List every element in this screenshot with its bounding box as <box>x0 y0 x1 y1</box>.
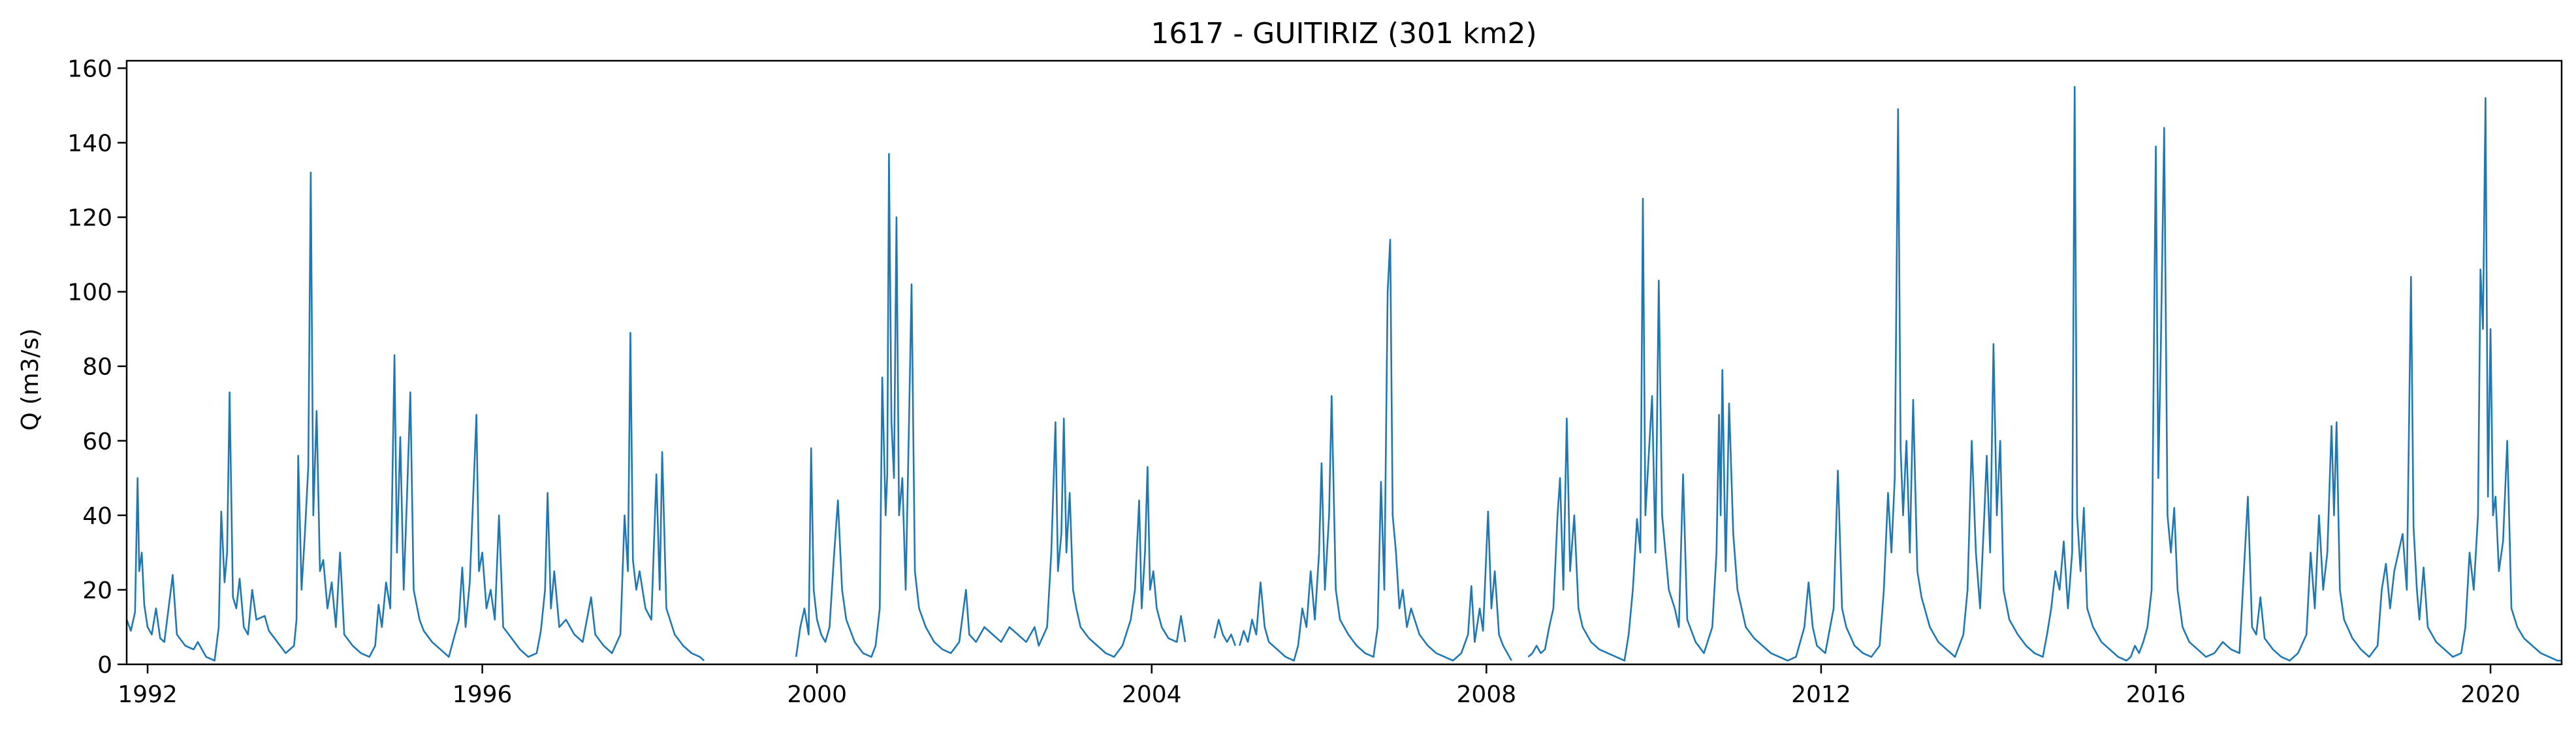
y-tick-label: 0 <box>97 652 112 679</box>
y-tick-label: 120 <box>67 205 112 232</box>
x-tick-label: 1996 <box>453 681 513 708</box>
x-axis: 1992 1996 2000 2004 2008 2012 2016 2020 <box>118 664 2520 708</box>
y-tick-label: 40 <box>82 503 112 530</box>
y-tick-label: 60 <box>82 429 112 455</box>
plot-area <box>125 86 2562 662</box>
series-line-0 <box>125 86 2562 662</box>
x-tick-label: 2020 <box>2460 681 2520 708</box>
y-tick-label: 80 <box>82 354 112 381</box>
x-tick-label: 2000 <box>787 681 847 708</box>
x-tick-label: 2008 <box>1457 681 1517 708</box>
y-tick-label: 20 <box>82 577 112 604</box>
y-axis: 0 20 40 60 80 100 120 140 160 <box>67 56 127 679</box>
x-tick-label: 1992 <box>118 681 178 708</box>
y-tick-label: 140 <box>67 130 112 157</box>
plot-frame <box>125 59 2563 666</box>
y-tick-label: 160 <box>67 56 112 82</box>
chart-title: 1617 - GUITIRIZ (301 km2) <box>1151 17 1536 50</box>
y-tick-label: 100 <box>67 280 112 306</box>
x-tick-label: 2016 <box>2126 681 2186 708</box>
x-tick-label: 2004 <box>1122 681 1182 708</box>
y-axis-label: Q (m3/s) <box>17 329 44 431</box>
x-tick-label: 2012 <box>1791 681 1851 708</box>
